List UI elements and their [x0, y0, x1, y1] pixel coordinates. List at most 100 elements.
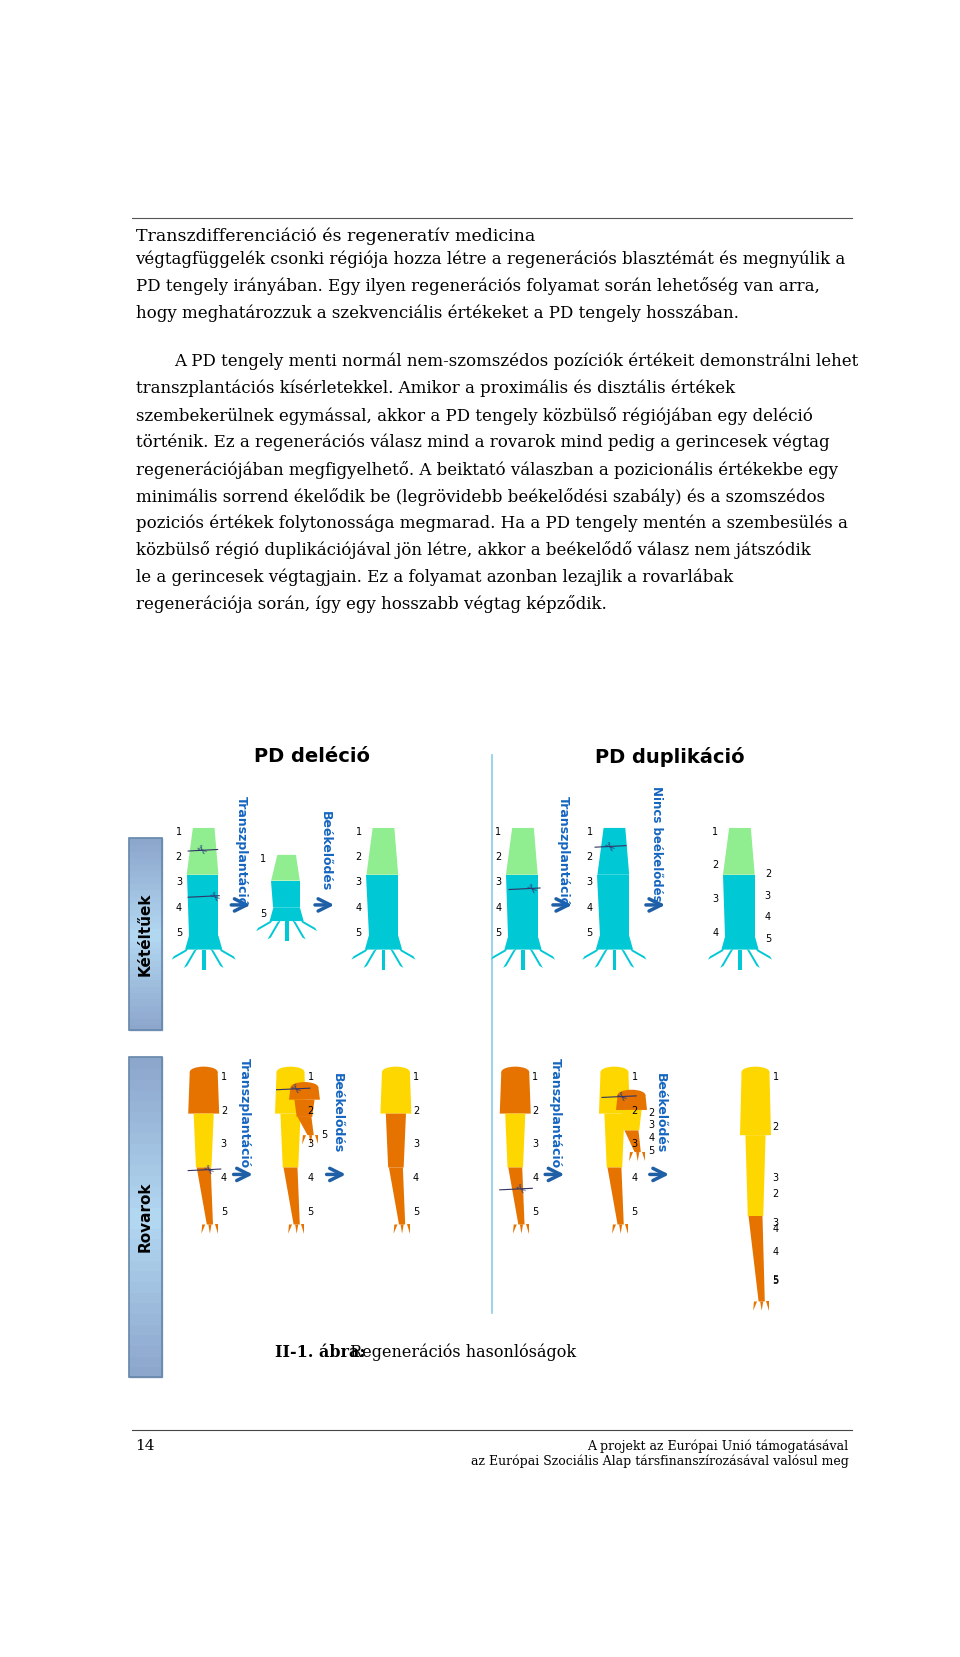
Text: 4: 4 [712, 928, 718, 938]
Bar [130, 948, 162, 953]
Text: 5: 5 [773, 1274, 779, 1284]
Bar [130, 1100, 162, 1110]
Text: PD duplikáció: PD duplikáció [595, 747, 745, 767]
Polygon shape [268, 920, 281, 940]
Polygon shape [271, 855, 300, 880]
Bar [130, 1185, 162, 1196]
Polygon shape [289, 1087, 320, 1100]
Bar [130, 1110, 162, 1122]
Bar [130, 959, 162, 966]
Polygon shape [766, 1301, 770, 1311]
Bar [130, 1218, 162, 1228]
Polygon shape [530, 948, 543, 968]
Polygon shape [625, 1130, 641, 1152]
Polygon shape [503, 948, 516, 968]
Bar [130, 928, 162, 935]
Polygon shape [756, 948, 772, 959]
Text: ✂: ✂ [522, 882, 540, 898]
Text: 5: 5 [773, 1276, 779, 1286]
Text: PD tengely irányában. Egy ilyen regenerációs folyamat során lehetőség van arra,: PD tengely irányában. Egy ilyen regenerá… [135, 277, 820, 295]
Polygon shape [491, 948, 508, 959]
Text: 5: 5 [649, 1147, 655, 1157]
Bar [130, 1345, 162, 1355]
Text: 2: 2 [773, 1188, 779, 1198]
Polygon shape [390, 948, 403, 968]
Polygon shape [625, 1225, 629, 1234]
Polygon shape [599, 1072, 630, 1114]
Text: 2: 2 [307, 1105, 314, 1115]
Bar [130, 1238, 162, 1249]
Polygon shape [597, 875, 629, 936]
Polygon shape [720, 948, 733, 968]
Text: 4: 4 [176, 903, 182, 913]
Text: Kétéltűek: Kétéltűek [138, 893, 153, 976]
Text: 4: 4 [413, 1173, 420, 1183]
Polygon shape [283, 1168, 300, 1225]
Text: Rovarok: Rovarok [138, 1181, 153, 1253]
Text: 5: 5 [587, 928, 592, 938]
Bar [130, 1334, 162, 1345]
Text: 2: 2 [712, 860, 718, 870]
Bar [130, 1017, 162, 1024]
Text: 1: 1 [532, 1072, 539, 1082]
Text: ✂: ✂ [286, 1082, 302, 1099]
Text: transzplantációs kísérletekkel. Amikor a proximális és disztális értékek: transzplantációs kísérletekkel. Amikor a… [135, 379, 734, 398]
Polygon shape [738, 949, 742, 969]
Text: 5: 5 [221, 1208, 227, 1218]
Polygon shape [526, 1225, 529, 1234]
Polygon shape [185, 936, 223, 949]
Bar [130, 1057, 162, 1069]
Polygon shape [364, 948, 377, 968]
Text: 1: 1 [632, 1072, 637, 1082]
Bar [130, 838, 162, 1031]
Polygon shape [745, 1135, 765, 1216]
Polygon shape [210, 948, 224, 968]
Text: 2: 2 [176, 852, 182, 862]
Text: 5: 5 [322, 1130, 327, 1140]
Bar [130, 896, 162, 901]
Bar [130, 838, 162, 845]
Text: 1: 1 [176, 827, 182, 837]
Polygon shape [723, 875, 755, 936]
Text: 2: 2 [632, 1105, 637, 1115]
Ellipse shape [617, 1090, 645, 1100]
Polygon shape [505, 1114, 525, 1168]
Bar [130, 1281, 162, 1292]
Text: 4: 4 [355, 903, 362, 913]
Text: Transzplantáció: Transzplantáció [235, 795, 249, 906]
Text: 5: 5 [532, 1208, 539, 1218]
Polygon shape [202, 1225, 205, 1234]
Text: 1: 1 [355, 827, 362, 837]
Polygon shape [398, 948, 416, 959]
Polygon shape [208, 1225, 211, 1234]
Text: közbülső régió duplikációjával jön létre, akkor a beékelődő válasz nem játszódik: közbülső régió duplikációjával jön létre… [135, 542, 810, 560]
Bar [130, 915, 162, 921]
Text: történik. Ez a regenerációs válasz mind a rovarok mind pedig a gerincesek végtag: történik. Ez a regenerációs válasz mind … [135, 434, 829, 451]
Text: 3: 3 [355, 877, 362, 886]
Polygon shape [295, 1100, 315, 1117]
Bar [130, 845, 162, 850]
Polygon shape [197, 1168, 213, 1225]
Bar [130, 1206, 162, 1218]
Polygon shape [300, 920, 317, 931]
Polygon shape [309, 1135, 312, 1145]
Bar [130, 1228, 162, 1238]
Text: Transzplantáció: Transzplantáció [549, 1057, 562, 1168]
Ellipse shape [291, 1082, 319, 1094]
Text: 1: 1 [260, 853, 267, 863]
Text: 2: 2 [495, 852, 501, 862]
Polygon shape [188, 1072, 219, 1114]
Bar [130, 1069, 162, 1079]
Ellipse shape [190, 1067, 218, 1077]
Text: 3: 3 [176, 877, 182, 886]
Text: 4: 4 [587, 903, 592, 913]
Polygon shape [747, 948, 760, 968]
Text: Nincs beékelődés: Nincs beékelődés [650, 785, 662, 901]
Text: 1: 1 [307, 1072, 314, 1082]
Ellipse shape [501, 1067, 529, 1077]
Polygon shape [302, 1135, 306, 1145]
Bar [130, 935, 162, 941]
Text: ✂: ✂ [600, 838, 616, 855]
Bar [130, 1367, 162, 1377]
Polygon shape [721, 936, 758, 949]
